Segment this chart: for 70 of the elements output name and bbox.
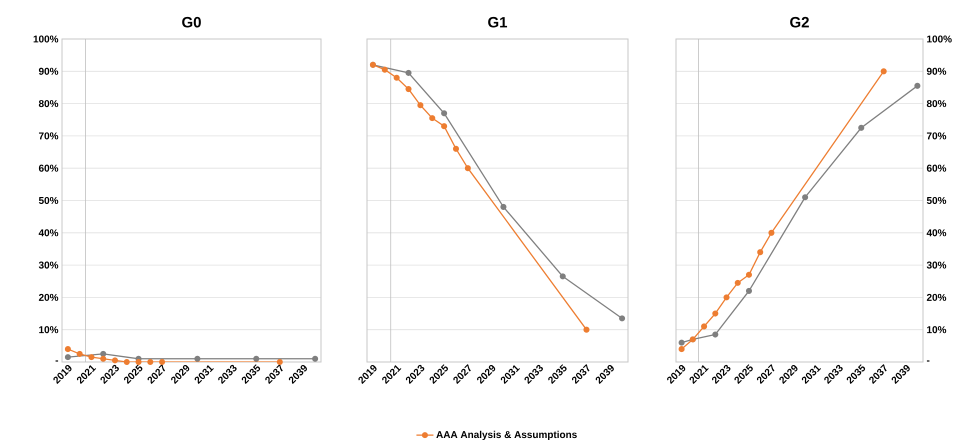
point	[159, 358, 166, 365]
point	[734, 280, 741, 286]
point	[441, 110, 448, 116]
point	[746, 288, 752, 294]
y-tick-label: 10%	[39, 326, 58, 333]
point	[619, 315, 626, 322]
point	[500, 204, 506, 210]
point	[405, 70, 412, 76]
point	[914, 82, 920, 89]
point	[100, 350, 106, 357]
point	[382, 66, 388, 72]
point	[100, 355, 106, 362]
point	[802, 194, 808, 200]
point	[701, 323, 708, 330]
point	[678, 346, 685, 352]
y2-tick-label: 60%	[926, 164, 946, 172]
chart-title: G0	[182, 16, 201, 28]
point	[757, 248, 764, 255]
point	[253, 355, 260, 362]
y2-tick-label: 90%	[926, 68, 946, 75]
chart-title: G1	[488, 16, 508, 28]
y2-tick-label: 70%	[926, 132, 946, 140]
point	[464, 164, 471, 171]
point	[112, 357, 118, 364]
point	[768, 230, 774, 236]
y2-tick-label: 50%	[926, 196, 946, 204]
point	[678, 339, 685, 346]
y2-tick-label: -	[926, 360, 930, 362]
point	[147, 358, 154, 365]
point	[124, 358, 130, 365]
point	[452, 146, 460, 152]
point	[394, 74, 400, 81]
y-tick-label: 90%	[38, 68, 58, 75]
chart-title: G2	[790, 16, 809, 28]
y-tick-label: 70%	[38, 132, 58, 140]
y-tick-label: 50%	[38, 196, 58, 204]
point	[417, 102, 424, 108]
y-tick-label: 100%	[34, 35, 58, 42]
y2-tick-label: 100%	[927, 35, 952, 42]
y2-tick-label: 40%	[926, 229, 946, 236]
y-tick-label: 80%	[38, 100, 58, 107]
point	[880, 68, 887, 74]
legend-label: AAA Analysis & Assumptions	[436, 430, 577, 440]
point	[441, 122, 448, 130]
point	[858, 124, 864, 131]
point	[405, 86, 412, 92]
y-tick-label: 30%	[38, 261, 58, 268]
point	[723, 294, 730, 300]
point	[712, 310, 718, 316]
point	[276, 358, 283, 365]
point	[312, 355, 318, 362]
point	[76, 350, 83, 357]
point	[560, 273, 566, 280]
point	[429, 114, 436, 121]
y-tick-label: 20%	[38, 294, 58, 301]
y-tick-label: -	[56, 360, 58, 362]
y-tick-label: 60%	[38, 164, 58, 172]
point	[583, 326, 590, 332]
point	[712, 331, 718, 338]
y2-tick-label: 30%	[926, 261, 946, 268]
y2-tick-label: 80%	[926, 100, 946, 107]
point	[88, 354, 94, 360]
point	[194, 355, 200, 362]
point	[64, 346, 71, 352]
y2-tick-label: 10%	[927, 326, 946, 333]
point	[64, 354, 71, 360]
point	[746, 272, 752, 278]
point	[135, 358, 142, 365]
y2-tick-label: 20%	[926, 294, 946, 301]
y-tick-label: 40%	[38, 229, 58, 236]
